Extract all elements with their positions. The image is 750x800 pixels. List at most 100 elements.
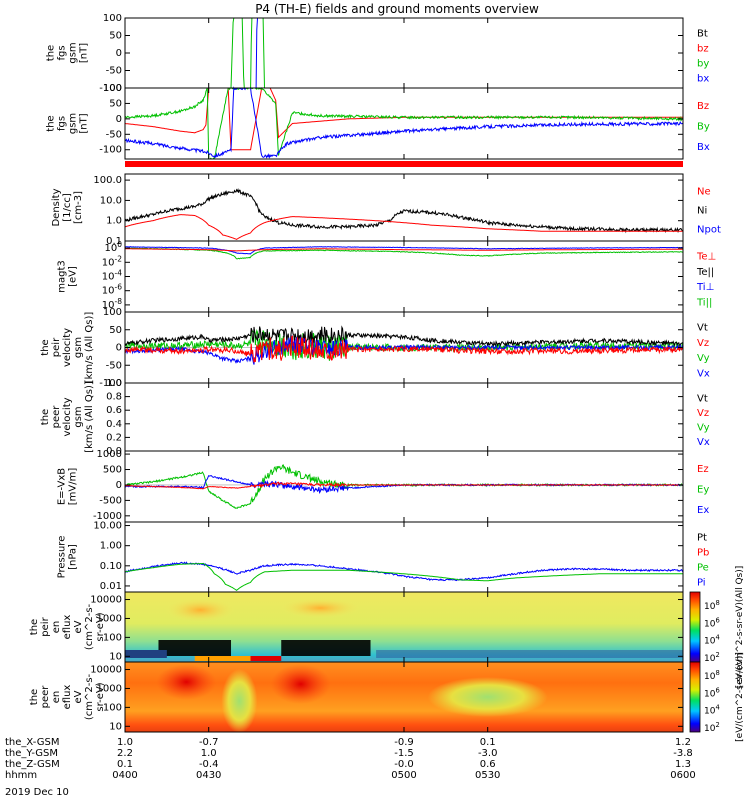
y-tick-label: 0.10 [100,561,122,572]
y-tick-label: 0 [116,343,122,354]
y-axis-label: [km/s (All Qs)] [84,312,95,384]
y-tick-label: 0 [116,114,122,125]
colorbar-tick-label: 106 [704,686,720,699]
legend-bx: bx [697,74,709,85]
series-Vt-line [124,325,684,348]
x-row-value: 1.2 [675,737,691,748]
y-axis-label: velocity [62,328,73,367]
panel-1: 100 50 0 -50 -100 the fgs gsm [nT] Bt bz by bx [46,13,710,94]
panel-6: 1.0 0.8 0.6 0.4 0.2 0.0 the peer velocity gsm [km/… [40,378,710,457]
legend-Vt: Vt [697,393,708,404]
series-Te-line [125,248,683,252]
y-tick-label: -50 [106,66,122,77]
y-tick-label: 100 [103,632,122,643]
colorbars: 108 106 104 102 [eV/(cm^2-s-sr-eV)(All Qs)] 1… [689,566,745,742]
y-axis-label: the [29,689,40,705]
x-row-value: -3.8 [673,748,693,759]
legend-Ez: Ez [697,464,709,475]
y-tick-label: 10000 [90,595,122,606]
y-axis-label: magt3 [57,260,68,293]
y-axis-label: gsm [68,113,79,134]
y-axis-label: eV [73,620,84,633]
y-tick-label: 0.2 [106,432,122,443]
y-tick-label: 1.0 [106,216,122,227]
y-axis-label: [nT] [79,43,90,63]
legend-Ti: Ti|| [696,297,712,308]
y-axis-label: gsm [68,42,79,63]
x-row-value: 2.2 [117,748,133,759]
legend-Vz: Vz [697,408,709,419]
y-axis-label: sr-eV) [95,682,106,711]
legend-by: by [697,59,709,70]
y-tick-label: -100 [99,145,122,156]
legend-Vz: Vz [697,338,709,349]
legend-bz: bz [697,44,709,55]
y-tick-label: 0.6 [106,405,122,416]
legend-Te: Te|| [696,267,714,278]
series-By-line [124,87,684,160]
y-tick-label: 100 [104,240,122,254]
y-tick-label: 10-8 [102,297,122,311]
colorbar-unit-label: [eV/(cm^2-s-sr-eV)] [735,652,745,742]
legend-By: By [697,122,710,133]
y-tick-label: 0.1 [106,236,122,247]
x-row-value: 0.1 [117,759,133,770]
y-axis-label: the [46,45,57,61]
spectrogram-background [125,662,683,732]
y-axis-label: the [29,619,40,635]
spectrogram-low-band [376,650,683,658]
x-row-label: the_Y-GSM [5,748,58,759]
legend-Bz: Bz [697,101,709,112]
y-tick-label: 10-2 [102,254,122,268]
legend-Npot: Npot [697,225,721,236]
panel-9: 10000 1000 100 10 the peir en eflux eV (cm^2-s-sr… [29,591,684,663]
x-row-value: -3.0 [478,748,498,759]
x-row-value: 0.6 [480,759,496,770]
legend-Bt: Bt [697,29,708,40]
x-row-value: 1.3 [675,759,691,770]
series-Ti-line [125,247,684,260]
series-Bx-line [124,86,684,159]
spectrogram-image [125,592,683,662]
y-tick-label: 10-4 [102,269,122,283]
y-tick-label: 0.0 [106,446,122,457]
legend-Vx: Vx [697,437,710,448]
y-axis-label: the [40,409,51,425]
date-label: 2019 Dec 10 [5,787,69,798]
legend-Ti: Ti⊥ [696,282,714,293]
y-tick-label: 1000 [97,449,122,460]
y-tick-label: 1000 [97,683,122,694]
y-axis-label: peer [51,405,62,429]
legend-Ni: Ni [697,206,707,217]
y-tick-label: -500 [99,495,122,506]
series-Pi-line [124,561,684,582]
x-row-value: 0430 [196,770,221,781]
y-axis-label: [nPa] [68,544,79,570]
y-axis-label: Pressure [57,536,68,579]
y-tick-label: 100 [103,702,122,713]
series-Ni-line [124,187,684,234]
y-axis-label: the [40,339,51,355]
x-row-value: 0600 [670,770,695,781]
legend-Pt: Pt [697,533,707,544]
y-axis-label: [nT] [79,113,90,133]
panel-3: 100.0 10.0 1.0 0.1 Density [1/cc] [cm-3] Ne Ni Np… [51,173,721,247]
y-axis-label: fgs [57,45,68,60]
y-axis-label: [km/s (All Qs)] [84,381,95,453]
colorbar-unit-label: [eV/(cm^2-s-sr-eV)(All Qs)] [735,566,745,689]
x-row-value: 0530 [475,770,500,781]
legend-Ex: Ex [697,505,709,516]
flag-bar [125,161,683,167]
series-Vz-line [124,335,684,363]
y-tick-label: -100 [99,83,122,94]
x-row-label: hhmm [5,770,37,781]
y-axis-label: velocity [62,397,73,436]
panel-frame [124,17,684,89]
x-row-value: -0.7 [199,737,219,748]
spectrogram-blob [427,677,548,717]
y-tick-label: 50 [109,325,122,336]
panel-7: 1000 500 0 -500 -1000 E=-VxB [mV/m] Ez Ey Ex [57,449,709,523]
y-tick-label: 0.8 [106,392,122,403]
